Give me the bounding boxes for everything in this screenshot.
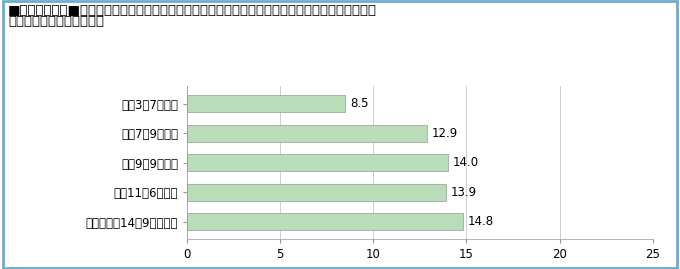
Text: 14.8: 14.8 (467, 215, 494, 228)
Text: 14.0: 14.0 (452, 156, 479, 169)
Bar (187, 125, 427, 142)
Text: 12.9: 12.9 (432, 127, 458, 140)
Bar (187, 184, 446, 201)
Text: ■図３－１－６■　大地震に備えて「家具や冷蔵庫などを固定し，転倒を防止している」と回答した: ■図３－１－６■ 大地震に備えて「家具や冷蔵庫などを固定し，転倒を防止している」… (8, 4, 377, 17)
Bar (187, 213, 463, 230)
Text: 13.9: 13.9 (451, 186, 477, 199)
Bar (187, 95, 345, 112)
Bar (187, 154, 448, 171)
Text: 8.5: 8.5 (350, 97, 369, 110)
Text: 者の割合: 者の割合 (8, 15, 104, 28)
